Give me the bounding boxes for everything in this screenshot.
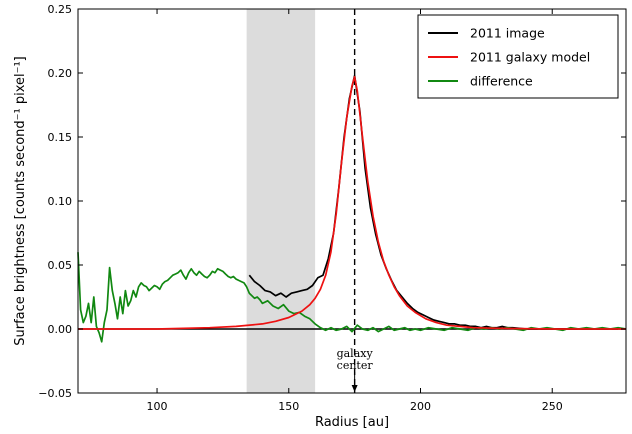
x-tick-label: 250 (542, 400, 563, 413)
legend-label: difference (470, 74, 533, 89)
x-tick-label: 100 (147, 400, 168, 413)
x-axis-title: Radius [au] (315, 415, 389, 430)
y-tick-label: 0.25 (48, 3, 73, 16)
series-line-2011-image (248, 74, 619, 330)
y-tick-label: 0.05 (48, 259, 73, 272)
shaded-region (246, 9, 316, 393)
y-tick-label: 0.00 (48, 323, 73, 336)
series-line-difference (77, 252, 627, 343)
annotation-line-2: center (337, 359, 374, 372)
annotation-line-1: galaxy (337, 347, 374, 360)
y-axis-title: Surface brightness [counts second⁻¹ pixe… (13, 56, 28, 346)
x-tick-label: 150 (278, 400, 299, 413)
legend-label: 2011 image (470, 26, 545, 41)
y-tick-label: 0.15 (48, 131, 73, 144)
y-tick-label: 0.20 (48, 67, 73, 80)
y-tick-label: −0.05 (38, 387, 72, 400)
x-tick-label: 200 (410, 400, 431, 413)
annotation-arrow-head (351, 385, 358, 392)
series-line-2011-galaxy-model (78, 75, 626, 330)
legend: 2011 image 2011 galaxy model difference (417, 14, 619, 99)
y-tick-label: 0.10 (48, 195, 73, 208)
legend-label: 2011 galaxy model (470, 50, 590, 65)
